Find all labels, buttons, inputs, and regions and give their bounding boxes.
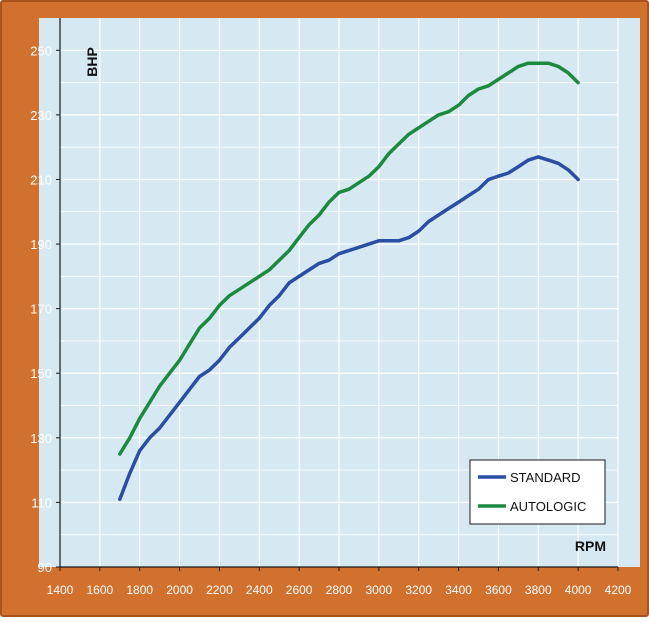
y-tick-label-210: 210 — [30, 172, 52, 187]
x-tick-label-2800: 2800 — [326, 583, 353, 597]
series-line-autologic — [118, 61, 580, 456]
x-axis-label: RPM — [575, 538, 606, 554]
series-lines — [118, 61, 580, 501]
x-tick-label-2600: 2600 — [286, 583, 313, 597]
legend-box — [469, 459, 606, 525]
y-tick-label-90: 90 — [38, 560, 52, 575]
x-tick-label-2400: 2400 — [246, 583, 273, 597]
x-tick-label-3600: 3600 — [485, 583, 512, 597]
x-tick-label-3400: 3400 — [445, 583, 472, 597]
x-tick-label-2200: 2200 — [206, 583, 233, 597]
x-tick-label-4000: 4000 — [565, 583, 592, 597]
legend-label-standard: STANDARD — [510, 470, 581, 485]
series-line-standard — [118, 155, 580, 501]
x-tick-label-2000: 2000 — [166, 583, 193, 597]
x-tick-label-4200: 4200 — [605, 583, 632, 597]
y-tick-label-250: 250 — [30, 43, 52, 58]
x-tick-label-3800: 3800 — [525, 583, 552, 597]
x-tick-label-3000: 3000 — [366, 583, 393, 597]
legend: STANDARD AUTOLOGIC — [469, 459, 606, 525]
x-tick-label-1400: 1400 — [47, 583, 74, 597]
y-tick-label-150: 150 — [30, 366, 52, 381]
gridlines — [60, 18, 619, 567]
y-tick-label-130: 130 — [30, 431, 52, 446]
axes: 90 110 130 150 170 190 210 230 250 1400 1600 1800 20… — [30, 18, 632, 597]
y-tick-label-110: 110 — [31, 495, 52, 510]
legend-label-autologic: AUTOLOGIC — [510, 499, 586, 514]
y-tick-label-190: 190 — [30, 237, 52, 252]
y-tick-label-230: 230 — [30, 108, 52, 123]
x-tick-label-1800: 1800 — [126, 583, 153, 597]
x-tick-label-1600: 1600 — [87, 583, 114, 597]
y-tick-label-170: 170 — [30, 302, 52, 317]
x-tick-label-3200: 3200 — [405, 583, 432, 597]
y-axis-label: BHP — [84, 47, 100, 77]
